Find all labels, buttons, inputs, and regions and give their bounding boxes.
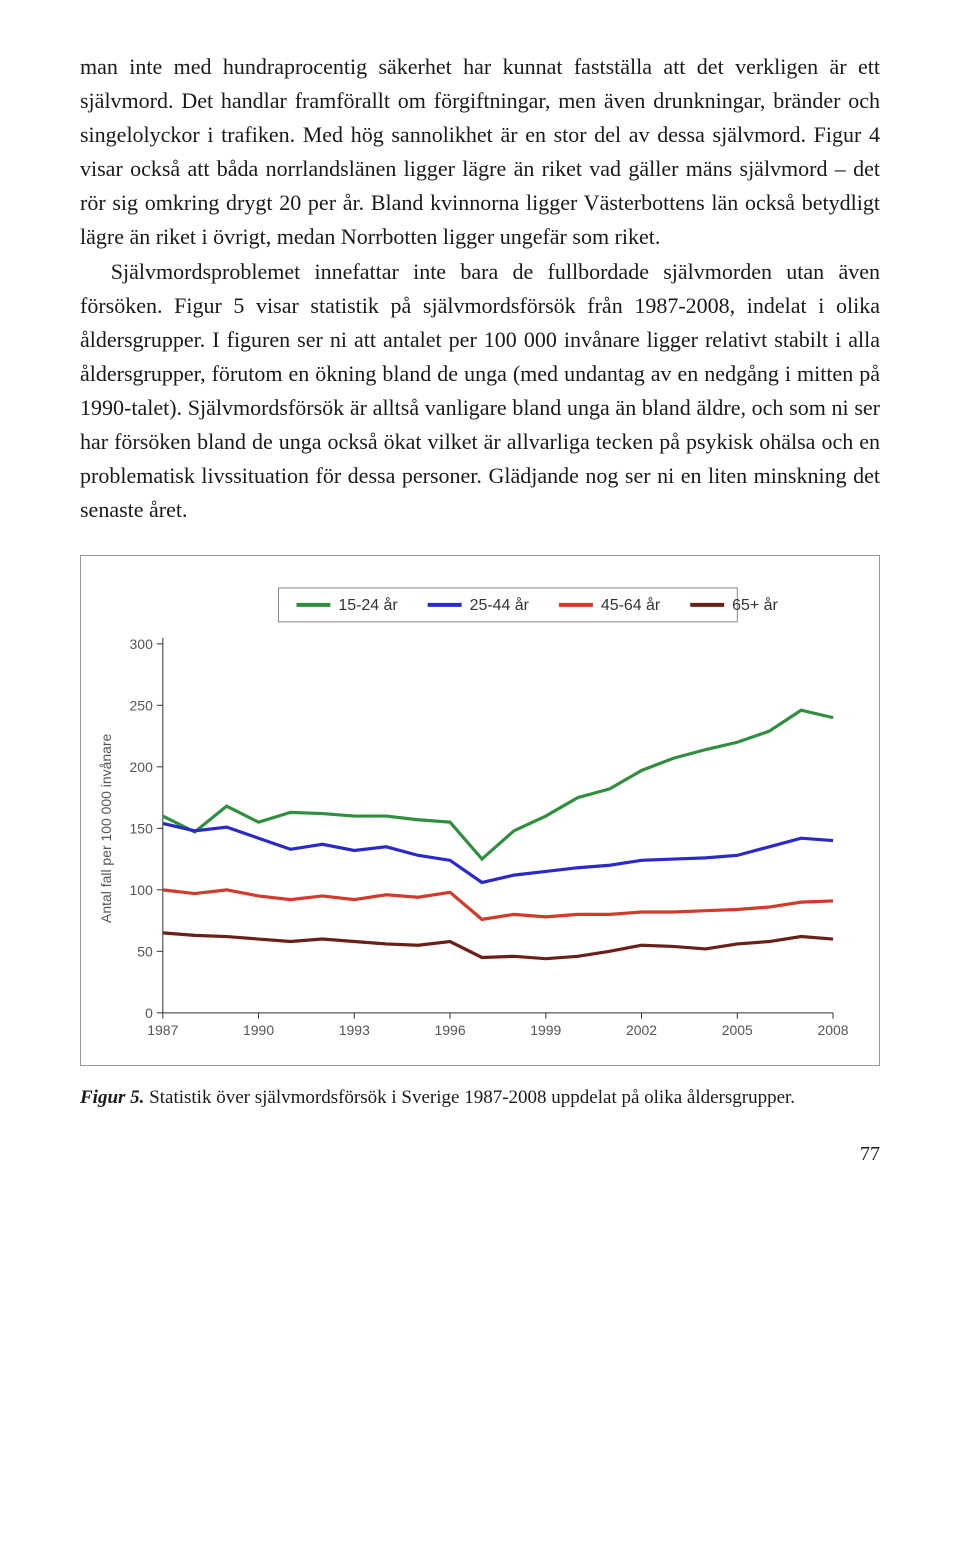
svg-text:200: 200 bbox=[130, 759, 154, 775]
svg-text:50: 50 bbox=[137, 944, 153, 960]
svg-text:1993: 1993 bbox=[339, 1022, 370, 1038]
svg-text:45-64 år: 45-64 år bbox=[601, 596, 661, 614]
svg-text:1987: 1987 bbox=[147, 1022, 178, 1038]
line-chart-svg: 0 50 100 150 200 250 300 1987 1990 1993 1996 1999 20… bbox=[93, 574, 851, 1053]
svg-text:300: 300 bbox=[130, 636, 154, 652]
figure-caption-text: Statistik över självmordsförsök i Sverig… bbox=[144, 1087, 795, 1108]
svg-text:250: 250 bbox=[130, 698, 154, 714]
figure-label: Figur 5. bbox=[80, 1087, 144, 1108]
svg-text:25-44 år: 25-44 år bbox=[470, 596, 530, 614]
paragraph-2: Självmordsproblemet innefattar inte bara… bbox=[80, 259, 880, 523]
paragraph-1: man inte med hundraprocentig säkerhet ha… bbox=[80, 54, 880, 249]
svg-text:1999: 1999 bbox=[530, 1022, 561, 1038]
svg-text:2005: 2005 bbox=[722, 1022, 753, 1038]
svg-text:0: 0 bbox=[145, 1005, 153, 1021]
svg-text:1996: 1996 bbox=[435, 1022, 466, 1038]
svg-text:65+ år: 65+ år bbox=[732, 596, 778, 614]
svg-text:2008: 2008 bbox=[818, 1022, 849, 1038]
body-paragraphs: man inte med hundraprocentig säkerhet ha… bbox=[80, 50, 880, 527]
svg-text:100: 100 bbox=[130, 882, 154, 898]
page-number: 77 bbox=[80, 1143, 880, 1166]
svg-text:Antal fall per 100 000 invånar: Antal fall per 100 000 invånare bbox=[98, 734, 114, 924]
svg-text:150: 150 bbox=[130, 821, 154, 837]
figure-5-chart: 0 50 100 150 200 250 300 1987 1990 1993 1996 1999 20… bbox=[80, 555, 880, 1066]
svg-text:15-24 år: 15-24 år bbox=[338, 596, 398, 614]
svg-text:1990: 1990 bbox=[243, 1022, 274, 1038]
figure-5-caption: Figur 5. Statistik över självmordsförsök… bbox=[80, 1084, 880, 1113]
svg-text:2002: 2002 bbox=[626, 1022, 657, 1038]
